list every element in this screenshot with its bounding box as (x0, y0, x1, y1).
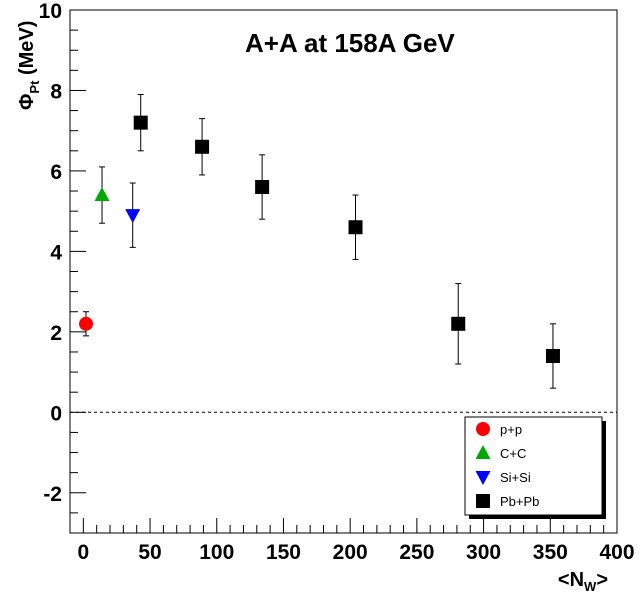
data-point-pb-pb (133, 115, 148, 130)
data-point-pb-pb (545, 348, 560, 363)
x-axis-title-end: > (596, 569, 608, 591)
y-tick-label: 10 (39, 0, 62, 23)
legend-marker (476, 494, 490, 508)
y-tick-label: 2 (50, 322, 62, 345)
x-tick-label: 150 (266, 541, 301, 564)
data-point-p-p (79, 316, 94, 331)
y-tick-label: 8 (50, 80, 62, 103)
data-point-pb-pb (195, 139, 210, 154)
x-tick-label: 100 (199, 541, 234, 564)
x-axis-title-main: <N (558, 569, 584, 591)
legend-marker (475, 445, 491, 459)
x-tick-label: 300 (466, 541, 501, 564)
y-tick-label: -2 (43, 483, 62, 506)
data-point-pb-pb (255, 180, 270, 195)
x-axis-title-sub: W (584, 579, 597, 594)
x-tick-label: 350 (533, 541, 568, 564)
legend-label: Si+Si (500, 470, 531, 485)
x-tick-label: 50 (138, 541, 161, 564)
y-axis-title-end: (MeV) (16, 21, 38, 81)
y-tick-label: 4 (50, 241, 62, 264)
y-axis-title-main: Φ (16, 94, 38, 110)
y-axis-title: ΦPt (MeV) (16, 21, 42, 110)
data-point-pb-pb (348, 220, 363, 235)
x-tick-label: 400 (599, 541, 634, 564)
y-axis-title-sub: Pt (27, 80, 42, 94)
legend-label: C+C (500, 446, 526, 461)
x-axis-title: <NW> (558, 569, 608, 594)
x-tick-label: 200 (333, 541, 368, 564)
data-point-pb-pb (451, 316, 466, 331)
data-point-si-si (125, 209, 141, 224)
legend-label: p+p (500, 422, 522, 437)
x-tick-label: 0 (77, 541, 89, 564)
y-tick-label: 6 (50, 161, 62, 184)
data-point-c-c (94, 187, 110, 202)
legend-label: Pb+Pb (500, 494, 539, 509)
x-tick-label: 250 (399, 541, 434, 564)
legend-marker (476, 422, 490, 436)
y-tick-label: 0 (50, 402, 62, 425)
chart-title: A+A at 158A GeV (245, 28, 455, 58)
legend-marker (475, 471, 491, 485)
